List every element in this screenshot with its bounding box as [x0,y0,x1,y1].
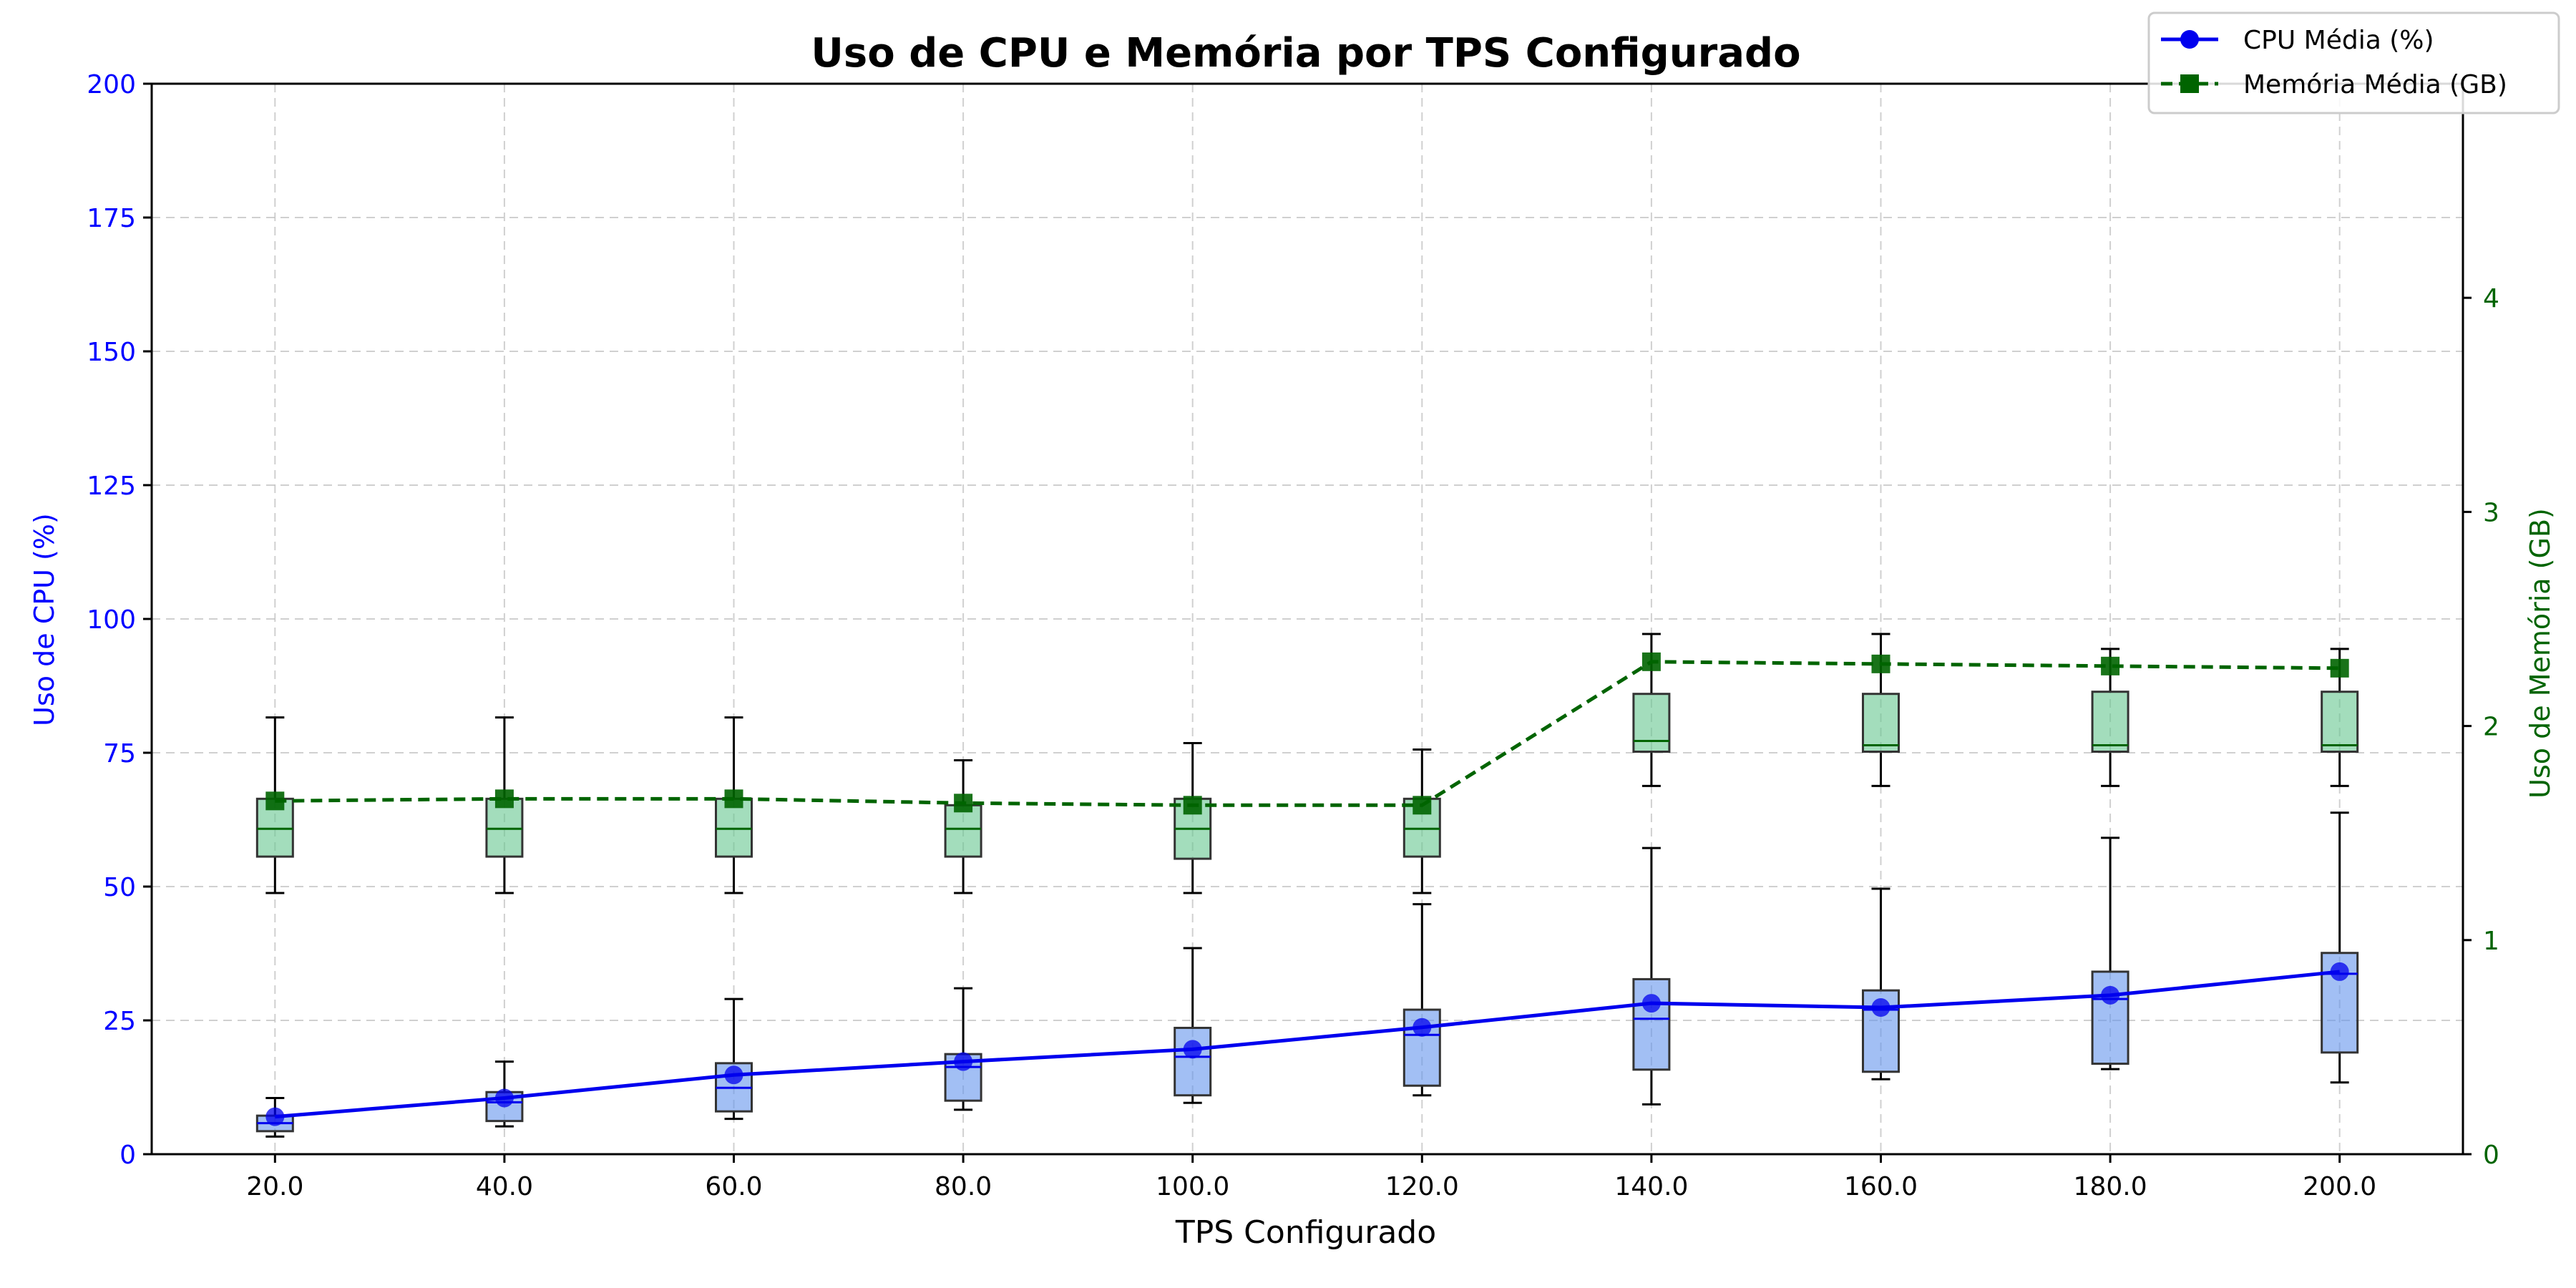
left-y-tick-label: 0 [119,1141,136,1170]
x-tick-label: 180.0 [2074,1172,2147,1201]
left-y-axis-label: Uso de CPU (%) [29,513,60,726]
x-tick-label: 200.0 [2303,1172,2376,1201]
series-lines [265,652,2349,1126]
x-tick-label: 80.0 [935,1172,992,1201]
memory-box [1632,693,1671,753]
x-tick-label: 160.0 [1844,1172,1918,1201]
legend: CPU Média (%) Memória Média (GB) [2147,11,2560,114]
memory-point [1641,652,1661,671]
x-axis-label: TPS Configurado [1175,1214,1436,1251]
cpu-point [1183,1040,1202,1059]
cpu-point [1641,994,1661,1013]
cpu-box [1632,977,1671,1071]
memory-point [1183,796,1202,815]
right-y-axis-label: Uso de Memória (GB) [2524,508,2556,799]
left-y-tick-label: 100 [87,605,136,635]
right-y-tick-label: 2 [2483,713,2499,742]
left-y-tick-label: 50 [103,873,136,902]
left-y-tick-label: 175 [87,204,136,233]
chart-title: Uso de CPU e Memória por TPS Configurado [811,30,1800,77]
right-y-tick-label: 3 [2483,498,2499,527]
legend-memory-marker [2180,74,2199,93]
cpu-series-line [275,970,2340,1119]
left-y-tick-label: 150 [87,338,136,367]
x-tick-label: 40.0 [476,1172,533,1201]
memory-point [1413,796,1432,815]
x-tick-label: 60.0 [705,1172,762,1201]
memory-box [944,804,982,858]
left-y-tick-label: 25 [103,1007,136,1036]
memory-point [265,791,285,811]
right-y-tick-label: 4 [2483,284,2499,313]
memory-point [2330,658,2349,678]
x-tick-label: 100.0 [1156,1172,1229,1201]
cpu-point [724,1065,743,1085]
left-y-tick-label: 125 [87,472,136,501]
right-y-tick-label: 1 [2483,927,2499,956]
left-y-tick-label: 75 [103,739,136,769]
box-plots [255,633,2359,1138]
memory-point [724,789,743,809]
memory-point [2101,656,2120,675]
x-tick-label: 140.0 [1614,1172,1688,1201]
memory-box [1861,693,1900,753]
memory-point [954,794,973,813]
axes: 20.0 40.0 60.0 80.0 100.0 120.0 140.0 160.0 180.… [87,70,2499,1201]
legend-cpu-marker [2180,30,2199,49]
memory-series-line [275,660,2340,807]
x-tick-label: 20.0 [246,1172,303,1201]
memory-point [1871,654,1890,673]
cpu-point [2330,962,2349,981]
x-tick-label: 120.0 [1385,1172,1459,1201]
cpu-point [1413,1018,1432,1037]
cpu-point [265,1107,285,1126]
cpu-box [2091,970,2129,1065]
legend-frame [2147,11,2560,114]
cpu-box [1174,1026,1212,1097]
memory-box [2091,691,2129,753]
legend-memory-label: Memória Média (GB) [2243,70,2507,99]
legend-cpu-label: CPU Média (%) [2243,26,2434,55]
left-y-tick-label: 200 [87,70,136,99]
cpu-point [2101,985,2120,1005]
cpu-point [494,1088,514,1108]
memory-box [2321,691,2359,753]
cpu-point [1871,998,1890,1018]
right-y-tick-label: 0 [2483,1141,2499,1170]
memory-point [494,789,514,809]
cpu-point [954,1052,973,1071]
